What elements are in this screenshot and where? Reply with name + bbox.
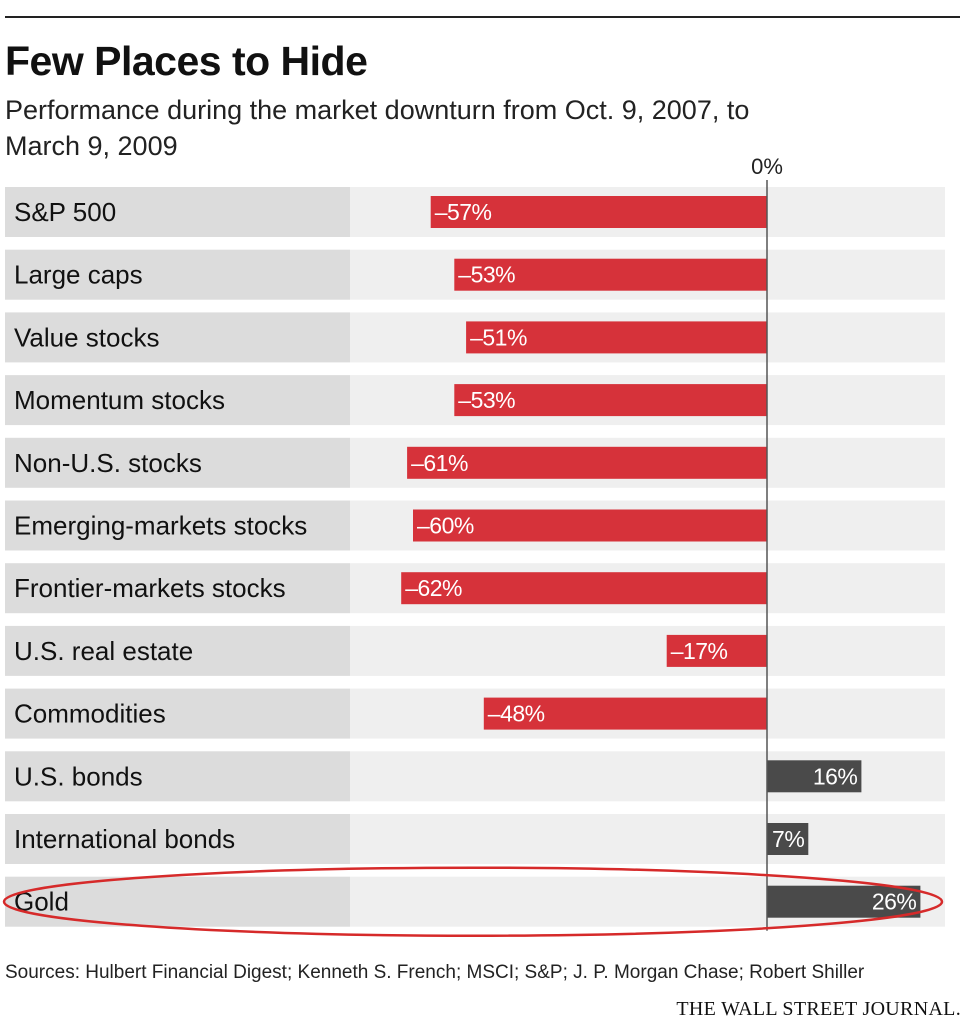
bar [666,634,767,667]
bar [767,760,862,793]
category-label: Non-U.S. stocks [14,448,202,478]
sources-note: Sources: Hulbert Financial Digest; Kenne… [5,962,865,983]
row-label-band [5,249,350,300]
category-label: Emerging-markets stocks [14,511,307,541]
category-label: Momentum stocks [14,385,225,415]
row-label-band [5,563,350,614]
bar [466,321,767,354]
row-label-band [5,437,350,488]
bar [401,572,767,605]
row-label-band [5,187,350,237]
category-label: S&P 500 [14,197,116,227]
row-label-band [5,375,350,426]
value-label: –57% [435,199,492,225]
bar [413,509,767,542]
top-rule [5,16,960,18]
category-label: Commodities [14,699,166,729]
value-label: –60% [417,513,474,539]
value-label: –51% [470,324,527,350]
row-label-band [5,688,350,739]
zero-axis-label: 0% [751,154,783,179]
bar [483,697,767,730]
value-label: 7% [772,826,804,852]
publisher-logo: THE WALL STREET JOURNAL. [676,998,961,1020]
chart-title: Few Places to Hide [5,38,368,84]
value-label: –17% [671,638,728,664]
category-label: U.S. bonds [14,761,143,791]
value-label: –62% [405,575,462,601]
row-plot-band [350,814,945,864]
value-label: 26% [872,889,917,915]
row-label-band [5,751,350,802]
value-label: –61% [411,450,468,476]
bar [454,384,767,417]
category-label: Frontier-markets stocks [14,573,286,603]
bar-chart: S&P 500 –57% Large caps –53% Value stocks –51… [2,154,945,937]
value-label: –53% [458,262,515,288]
highlight-ellipse [2,866,944,937]
value-label: 16% [813,763,858,789]
row-label-band [5,500,350,551]
row-label-band [5,625,350,676]
bar [454,258,767,291]
value-label: –53% [458,387,515,413]
chart-subtitle: Performance during the market downturn f… [5,95,750,161]
category-label: U.S. real estate [14,636,193,666]
category-label: Large caps [14,260,143,290]
bar [430,196,767,228]
row-label-band [5,312,350,363]
row-plot-band [350,625,945,676]
bar [767,823,809,855]
value-label: –48% [488,701,545,727]
bar [767,885,921,918]
category-label: Value stocks [14,322,159,352]
category-label: International bonds [14,824,235,854]
row-label-band [5,814,350,864]
bar [407,446,767,479]
